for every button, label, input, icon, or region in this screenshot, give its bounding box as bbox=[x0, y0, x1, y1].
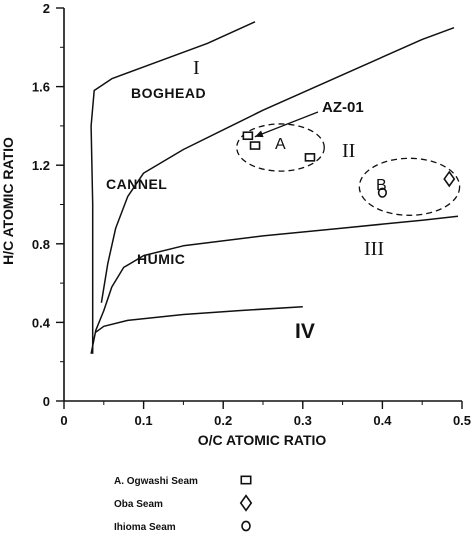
boundary-curve-cannel bbox=[100, 26, 455, 303]
legend: A. Ogwashi Seam Oba Seam Ihioma Seam bbox=[114, 475, 253, 533]
y-tick-label: 1.6 bbox=[32, 80, 50, 95]
type-label-ii: II bbox=[342, 140, 355, 162]
data-point-square bbox=[304, 153, 316, 162]
x-axis-title: O/C ATOMIC RATIO bbox=[198, 432, 327, 448]
boundary-curves bbox=[90, 21, 459, 354]
legend-label-ihioma: Ihioma Seam bbox=[114, 522, 176, 533]
data-points bbox=[242, 131, 456, 198]
callout-leader-line bbox=[254, 111, 319, 138]
data-point-circle bbox=[377, 187, 388, 198]
legend-marker-circle bbox=[241, 520, 251, 532]
region-label-humic: HUMIC bbox=[137, 251, 185, 267]
callout-az01: AZ-01 bbox=[322, 99, 364, 116]
type-label-i: I bbox=[193, 57, 200, 79]
y-axis-title: H/C ATOMIC RATIO bbox=[0, 137, 16, 265]
group-ellipse-b bbox=[358, 157, 461, 216]
y-tick-label: 0.8 bbox=[32, 237, 50, 252]
legend-marker-diamond bbox=[239, 494, 253, 512]
group-ellipses bbox=[236, 123, 461, 216]
data-point-square bbox=[242, 131, 254, 141]
x-tick-label: 0.1 bbox=[135, 413, 153, 428]
region-label-cannel: CANNEL bbox=[106, 176, 167, 192]
boundary-curve-humic bbox=[90, 215, 459, 354]
legend-label-ogwashi: A. Ogwashi Seam bbox=[114, 476, 198, 487]
x-tick-label: 0.2 bbox=[214, 413, 232, 428]
y-tick-label: 1.2 bbox=[32, 158, 50, 173]
type-label-iii: III bbox=[364, 238, 384, 260]
x-tick-label: 0.3 bbox=[294, 413, 312, 428]
group-label-b: B bbox=[376, 177, 387, 194]
group-label-a: A bbox=[275, 136, 286, 153]
data-point-diamond bbox=[443, 170, 456, 188]
boundary-curve-iv bbox=[95, 305, 303, 333]
x-tick-label: 0.4 bbox=[373, 413, 392, 428]
x-tick-label: 0 bbox=[60, 413, 67, 428]
data-point-square bbox=[249, 141, 261, 150]
legend-markers bbox=[239, 475, 253, 532]
x-tick-label: 0.5 bbox=[453, 413, 471, 428]
boundary-curve-boghead bbox=[90, 21, 256, 354]
legend-label-oba: Oba Seam bbox=[114, 499, 163, 510]
legend-marker-square bbox=[240, 475, 252, 485]
region-label-boghead: BOGHEAD bbox=[131, 85, 206, 101]
group-ellipse-a bbox=[236, 123, 325, 172]
y-tick-label: 0 bbox=[43, 394, 50, 409]
callout-arrowhead bbox=[254, 130, 264, 138]
type-label-iv: IV bbox=[295, 320, 315, 343]
y-tick-label: 2 bbox=[43, 1, 50, 16]
axes: 0 0.1 0.2 0.3 0.4 0.5 0 0.4 0.8 1.2 1.6 2 bbox=[32, 1, 471, 428]
y-tick-label: 0.4 bbox=[32, 315, 51, 330]
